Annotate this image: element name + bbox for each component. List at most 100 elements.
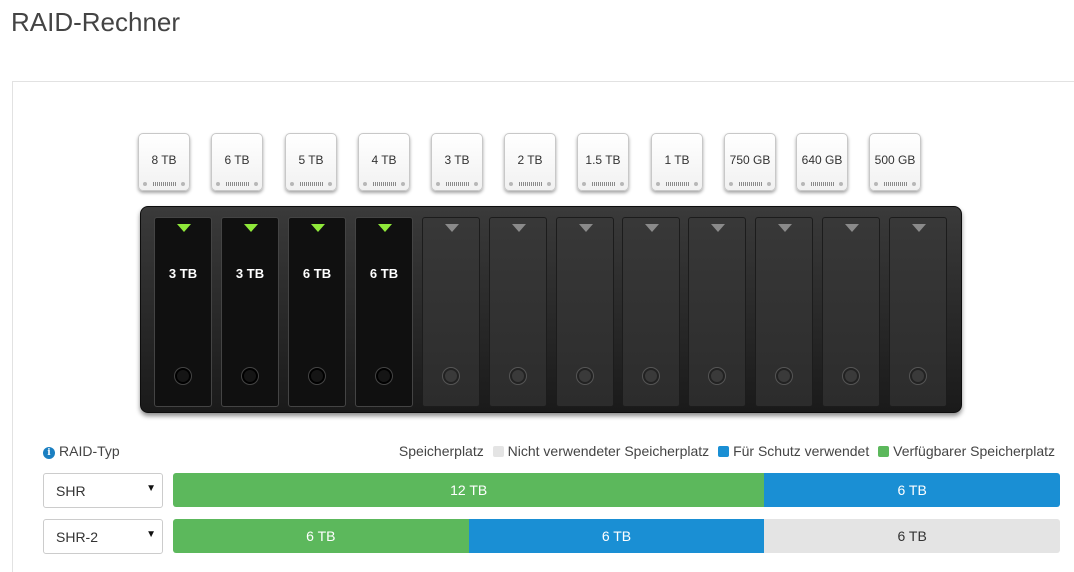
disk-option-label: 4 TB	[371, 153, 397, 167]
disk-screw-icon	[694, 182, 698, 186]
bay-capacity-label: 3 TB	[168, 266, 198, 281]
disk-option[interactable]: 500 GB	[869, 133, 921, 191]
legend-label-unused: Nicht verwendeter Speicherplatz	[507, 443, 710, 459]
disk-option-label: 5 TB	[298, 153, 324, 167]
disk-option[interactable]: 1.5 TB	[577, 133, 629, 191]
disk-vent-icon	[446, 182, 470, 186]
disk-option-label: 1 TB	[664, 153, 690, 167]
segment-protection: 6 TB	[764, 473, 1060, 507]
disk-option-label: 1.5 TB	[585, 153, 621, 167]
drive-bay-empty[interactable]	[489, 217, 547, 407]
drive-bay-filled[interactable]: 6 TB	[288, 217, 346, 407]
bay-capacity-label: 3 TB	[235, 266, 265, 281]
disk-option-label: 750 GB	[729, 153, 771, 167]
disk-vent-icon	[739, 182, 763, 186]
disk-screw-icon	[912, 182, 916, 186]
status-led-icon	[778, 224, 792, 232]
bay-release-button-icon	[510, 368, 526, 384]
disk-screw-icon	[729, 182, 733, 186]
disk-option[interactable]: 6 TB	[211, 133, 263, 191]
disk-screw-icon	[656, 182, 660, 186]
segment-protection: 6 TB	[468, 519, 765, 553]
bay-release-button-icon	[175, 368, 191, 384]
bay-release-button-icon	[643, 368, 659, 384]
disk-option-label: 640 GB	[801, 153, 843, 167]
disk-screw-icon	[181, 182, 185, 186]
info-icon[interactable]: i	[43, 447, 55, 459]
bay-release-button-icon	[242, 368, 258, 384]
raid-type-select-shr[interactable]: SHR ▼	[43, 473, 163, 508]
legend-item-unused: Nicht verwendeter Speicherplatz	[492, 443, 710, 459]
drive-bay-filled[interactable]: 3 TB	[221, 217, 279, 407]
disk-option-label: 8 TB	[151, 153, 177, 167]
disk-option[interactable]: 8 TB	[138, 133, 190, 191]
disk-screw-icon	[436, 182, 440, 186]
status-led-icon	[579, 224, 593, 232]
raid-type-text: RAID-Typ	[59, 443, 120, 459]
disk-option[interactable]: 640 GB	[796, 133, 848, 191]
status-led-icon	[378, 224, 392, 232]
unused-swatch	[492, 446, 504, 457]
disk-screw-icon	[290, 182, 294, 186]
disk-screw-icon	[254, 182, 258, 186]
drive-bay-empty[interactable]	[556, 217, 614, 407]
disk-screw-icon	[328, 182, 332, 186]
disk-option-label: 6 TB	[224, 153, 250, 167]
drive-bay-empty[interactable]	[622, 217, 680, 407]
disk-vent-icon	[811, 182, 835, 186]
disk-vent-icon	[519, 182, 543, 186]
disk-option[interactable]: 750 GB	[724, 133, 776, 191]
bay-release-button-icon	[376, 368, 392, 384]
disk-option[interactable]: 2 TB	[504, 133, 556, 191]
drive-bay-filled[interactable]: 6 TB	[355, 217, 413, 407]
disk-option-label: 3 TB	[444, 153, 470, 167]
legend-item-available: Verfügbarer Speicherplatz	[878, 443, 1055, 459]
status-led-icon	[311, 224, 325, 232]
bay-release-button-icon	[776, 368, 792, 384]
bay-capacity-label: 6 TB	[302, 266, 332, 281]
raid-type-select-shr2[interactable]: SHR-2 ▼	[43, 519, 163, 554]
disk-option[interactable]: 4 TB	[358, 133, 410, 191]
drive-bay-empty[interactable]	[422, 217, 480, 407]
drive-bay-empty[interactable]	[822, 217, 880, 407]
disk-option[interactable]: 5 TB	[285, 133, 337, 191]
drive-bay-empty[interactable]	[688, 217, 746, 407]
legend-label-protection: Für Schutz verwendet	[733, 443, 870, 459]
bay-release-button-icon	[843, 368, 859, 384]
disk-screw-icon	[547, 182, 551, 186]
disk-option[interactable]: 1 TB	[651, 133, 703, 191]
raid-type-value: SHR	[56, 483, 86, 499]
capacity-bar-shr2: 6 TB 6 TB 6 TB	[173, 519, 1060, 553]
bay-release-button-icon	[443, 368, 459, 384]
drive-bay-empty[interactable]	[889, 217, 947, 407]
status-led-icon	[177, 224, 191, 232]
disk-vent-icon	[226, 182, 250, 186]
page-title: RAID-Rechner	[11, 7, 181, 37]
legend-label-available: Verfügbarer Speicherplatz	[893, 443, 1055, 459]
disk-screw-icon	[474, 182, 478, 186]
disk-screw-icon	[801, 182, 805, 186]
bay-release-button-icon	[577, 368, 593, 384]
disk-vent-icon	[153, 182, 177, 186]
status-led-icon	[445, 224, 459, 232]
drive-bay-filled[interactable]: 3 TB	[154, 217, 212, 407]
disk-option[interactable]: 3 TB	[431, 133, 483, 191]
disk-screw-icon	[839, 182, 843, 186]
raid-type-value: SHR-2	[56, 529, 99, 545]
chevron-down-icon: ▼	[146, 529, 156, 540]
disk-screw-icon	[216, 182, 220, 186]
drive-bay-empty[interactable]	[755, 217, 813, 407]
bay-release-button-icon	[309, 368, 325, 384]
raid-type-label: i RAID-Typ	[43, 443, 120, 459]
protection-swatch	[718, 446, 730, 457]
status-led-icon	[244, 224, 258, 232]
disk-screw-icon	[582, 182, 586, 186]
storage-legend: Speicherplatz Nicht verwendeter Speicher…	[399, 443, 1055, 459]
disk-vent-icon	[666, 182, 690, 186]
disk-screw-icon	[874, 182, 878, 186]
disk-vent-icon	[592, 182, 616, 186]
capacity-bar-shr: 12 TB 6 TB	[173, 473, 1060, 507]
disk-option-label: 500 GB	[874, 153, 916, 167]
status-led-icon	[645, 224, 659, 232]
segment-unused: 6 TB	[764, 519, 1060, 553]
